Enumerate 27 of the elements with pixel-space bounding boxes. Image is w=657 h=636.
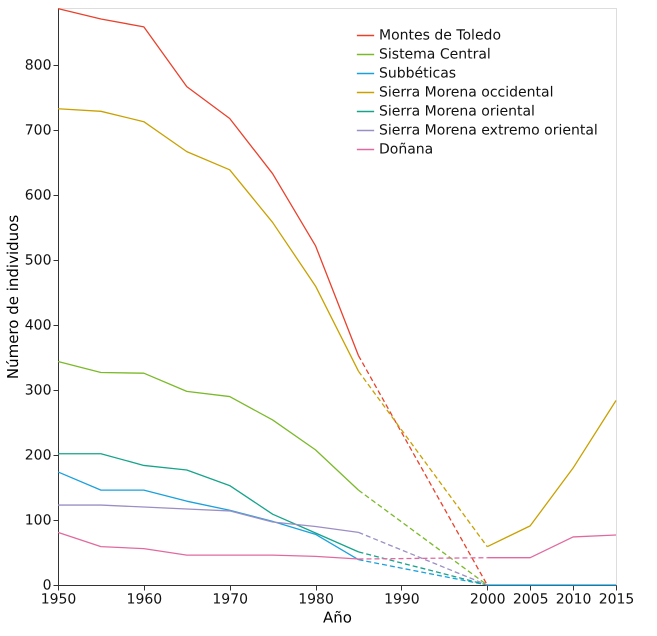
x-tick-label: 2015 <box>598 592 634 608</box>
y-tick-label: 0 <box>42 578 52 594</box>
legend-label: Sistema Central <box>379 46 491 62</box>
x-tick-label: 2005 <box>512 592 548 608</box>
x-tick-label: 1960 <box>126 592 162 608</box>
legend-label: Sierra Morena occidental <box>379 84 554 100</box>
y-axis-title: Número de individuos <box>4 214 22 380</box>
y-tick-label: 800 <box>24 58 52 74</box>
x-tick-label: 2010 <box>556 592 592 608</box>
legend-label: Sierra Morena extremo oriental <box>379 122 598 138</box>
x-tick-label: 1970 <box>212 592 248 608</box>
x-tick-label: 1950 <box>40 592 76 608</box>
x-tick-label: 2000 <box>470 592 506 608</box>
x-tick-label: 1990 <box>384 592 420 608</box>
y-tick-label: 700 <box>24 122 52 139</box>
y-tick-label: 500 <box>24 252 52 269</box>
legend-label: Sierra Morena oriental <box>379 104 535 120</box>
y-tick-label: 100 <box>24 512 52 529</box>
y-tick-label: 300 <box>24 382 52 399</box>
y-tick-label: 600 <box>24 188 52 204</box>
x-axis-title: Año <box>323 608 352 626</box>
legend-label: Montes de Toledo <box>379 28 502 44</box>
legend-label: Subbéticas <box>379 66 456 82</box>
legend-label: Doñana <box>379 142 434 158</box>
x-tick-label: 1980 <box>298 592 334 608</box>
y-tick-label: 200 <box>24 448 52 464</box>
y-tick-label: 400 <box>24 318 52 334</box>
